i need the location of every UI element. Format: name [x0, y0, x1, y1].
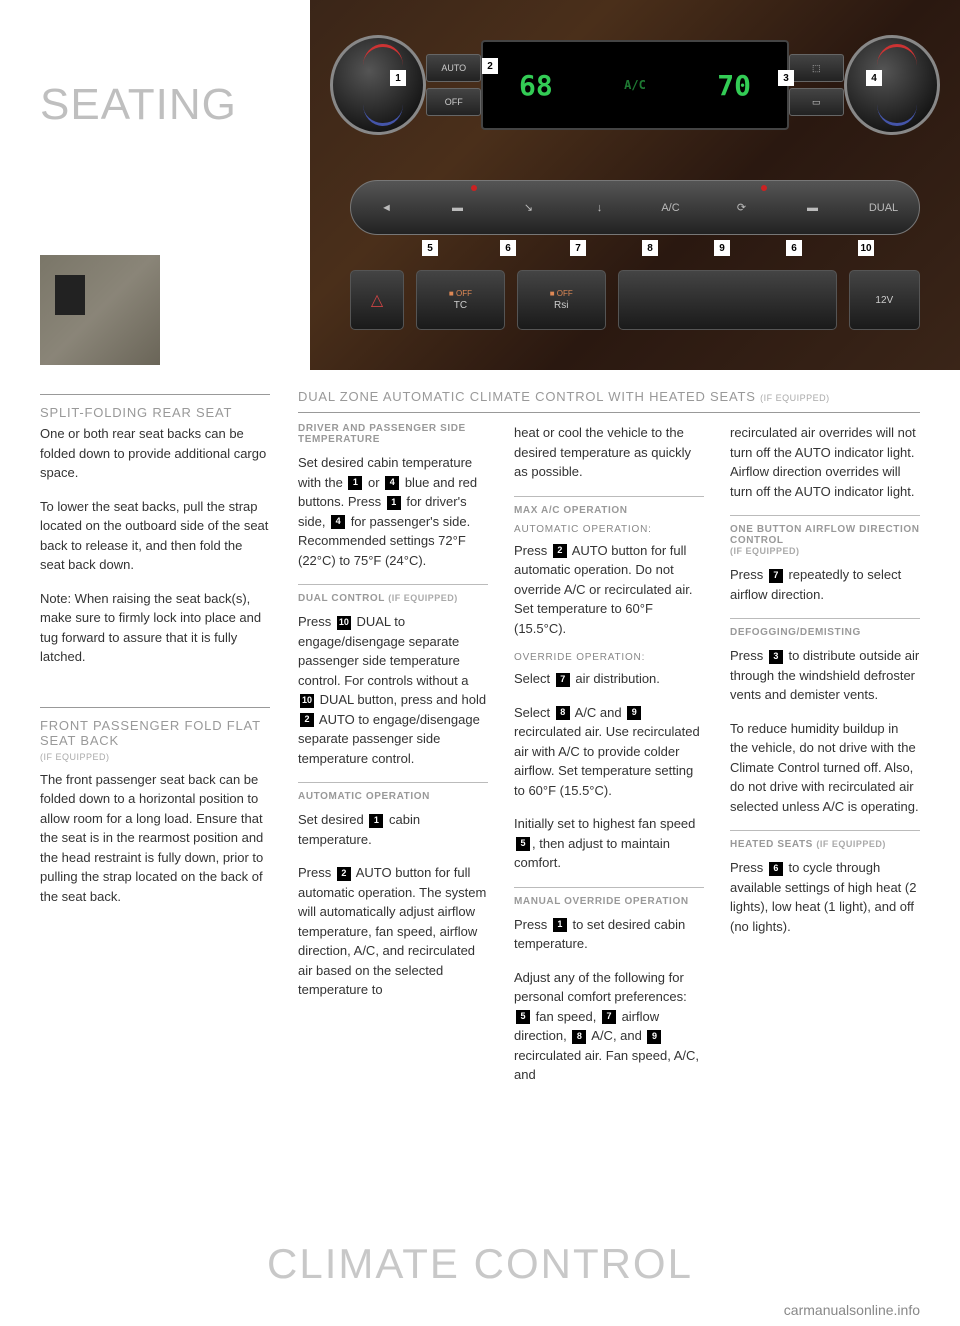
recirc-icon: ⟳ [717, 190, 767, 225]
dual-zone-if-equipped: (IF EQUIPPED) [760, 393, 830, 403]
ref-7b: 7 [602, 1010, 616, 1024]
temperature-display: 68 A/C 70 [481, 40, 788, 130]
callout-4: 4 [866, 70, 882, 86]
ref-1b: 1 [387, 496, 401, 510]
callout-10: 10 [858, 240, 874, 256]
rear-defrost-button: ▭ [789, 88, 844, 116]
ac-icon: A/C [646, 190, 696, 225]
front-passenger-heading: FRONT PASSENGER FOLD FLAT SEAT BACK [40, 718, 270, 748]
c1-p4: Press 2 AUTO button for full automatic o… [298, 863, 488, 1000]
c2-p4: Initially set to highest fan speed 5, th… [514, 814, 704, 873]
ref-7c: 7 [769, 569, 783, 583]
ref-2: 2 [300, 713, 314, 727]
ref-4b: 4 [331, 515, 345, 529]
c1-p1: Set desired cabin temperature with the 1… [298, 453, 488, 570]
ref-5b: 5 [516, 1010, 530, 1024]
hazard-button: △ [350, 270, 404, 330]
ref-1c: 1 [369, 814, 383, 828]
climate-control-photo: AUTO OFF 68 A/C 70 ⬚ ▭ 1 2 3 4 ◄ ▬ ↘ ↓ A… [310, 0, 960, 370]
override-op-sub: OVERRIDE OPERATION: [514, 652, 704, 663]
ref-2b: 2 [337, 867, 351, 881]
ref-2c: 2 [553, 544, 567, 558]
ref-9b: 9 [647, 1030, 661, 1044]
ref-1d: 1 [553, 918, 567, 932]
split-folding-heading: SPLIT-FOLDING REAR SEAT [40, 405, 270, 420]
c2-p2: Select 7 air distribution. [514, 669, 704, 689]
auto-op-sub: AUTOMATIC OPERATION: [514, 524, 704, 535]
callout-3: 3 [778, 70, 794, 86]
fan-down-icon: ◄ [362, 190, 412, 225]
c3-p1: Press 7 repeatedly to select airflow dir… [730, 565, 920, 604]
off-button: OFF [426, 88, 481, 116]
ref-8: 8 [556, 706, 570, 720]
c1-p3: Set desired 1 cabin temperature. [298, 810, 488, 849]
c2-p1: Press 2 AUTO button for full automatic o… [514, 541, 704, 639]
callout-8: 8 [642, 240, 658, 256]
front-p1: The front passenger seat back can be fol… [40, 770, 270, 907]
ref-1: 1 [348, 476, 362, 490]
split-p2: To lower the seat backs, pull the strap … [40, 497, 270, 575]
dual-control-heading: DUAL CONTROL (IF EQUIPPED) [298, 593, 488, 604]
one-button-heading: ONE BUTTON AIRFLOW DIRECTION CONTROL(IF … [730, 524, 920, 557]
ref-8b: 8 [572, 1030, 586, 1044]
ref-6: 6 [769, 862, 783, 876]
dual-icon: DUAL [859, 190, 909, 225]
seat-thumbnail [40, 255, 160, 365]
c1-p2: Press 10 DUAL to engage/disengage separa… [298, 612, 488, 768]
seat-heat-right-icon: ▬ [788, 190, 838, 225]
seating-title: SEATING [40, 80, 237, 130]
12v-outlet: 12V [849, 270, 920, 330]
heated-seats-heading: HEATED SEATS (IF EQUIPPED) [730, 839, 920, 850]
seating-column: SPLIT-FOLDING REAR SEAT One or both rear… [40, 388, 270, 1099]
c2-p5: Press 1 to set desired cabin temperature… [514, 915, 704, 954]
c2-p6: Adjust any of the following for personal… [514, 968, 704, 1085]
ref-7: 7 [556, 673, 570, 687]
blank-panel [618, 270, 837, 330]
defrost-button: ⬚ [789, 54, 844, 82]
auto-button: AUTO [426, 54, 481, 82]
c3-p4: Press 6 to cycle through available setti… [730, 858, 920, 936]
callout-7: 7 [570, 240, 586, 256]
airflow-icon: ↘ [504, 190, 554, 225]
callout-6a: 6 [500, 240, 516, 256]
c2-p0: heat or cool the vehicle to the desired … [514, 423, 704, 482]
ref-5: 5 [516, 837, 530, 851]
tc-button: ■ OFFTC [416, 270, 505, 330]
climate-title: CLIMATE CONTROL [0, 1240, 960, 1288]
dual-zone-heading: DUAL ZONE AUTOMATIC CLIMATE CONTROL WITH… [298, 389, 756, 404]
c2-p3: Select 8 A/C and 9 recirculated air. Use… [514, 703, 704, 801]
rsi-button: ■ OFFRsi [517, 270, 606, 330]
callout-2: 2 [482, 58, 498, 74]
ref-9: 9 [627, 706, 641, 720]
ref-4: 4 [385, 476, 399, 490]
auto-operation-heading: AUTOMATIC OPERATION [298, 791, 488, 802]
max-ac-heading: MAX A/C OPERATION [514, 505, 704, 516]
footer-url: carmanualsonline.info [784, 1302, 920, 1318]
driver-temp-knob [330, 35, 426, 135]
button-bar: ◄ ▬ ↘ ↓ A/C ⟳ ▬ DUAL [350, 180, 920, 235]
driver-passenger-temp-heading: DRIVER AND PASSENGER SIDE TEMPERATURE [298, 423, 488, 445]
c3-p0: recirculated air overrides will not turn… [730, 423, 920, 501]
ref-10b: 10 [300, 694, 314, 708]
passenger-temp-knob [844, 35, 940, 135]
callout-9: 9 [714, 240, 730, 256]
callout-6b: 6 [786, 240, 802, 256]
seat-heat-left-icon: ▬ [433, 190, 483, 225]
callout-1: 1 [390, 70, 406, 86]
c3-p3: To reduce humidity buildup in the vehicl… [730, 719, 920, 817]
ref-3: 3 [769, 650, 783, 664]
c3-p2: Press 3 to distribute outside air throug… [730, 646, 920, 705]
split-p1: One or both rear seat backs can be folde… [40, 424, 270, 483]
defog-heading: DEFOGGING/DEMISTING [730, 627, 920, 638]
callout-5: 5 [422, 240, 438, 256]
manual-override-heading: MANUAL OVERRIDE OPERATION [514, 896, 704, 907]
split-p3: Note: When raising the seat back(s), mak… [40, 589, 270, 667]
floor-icon: ↓ [575, 190, 625, 225]
ref-10: 10 [337, 616, 351, 630]
climate-column: DUAL ZONE AUTOMATIC CLIMATE CONTROL WITH… [298, 388, 920, 1099]
front-if-equipped: (IF EQUIPPED) [40, 752, 270, 762]
